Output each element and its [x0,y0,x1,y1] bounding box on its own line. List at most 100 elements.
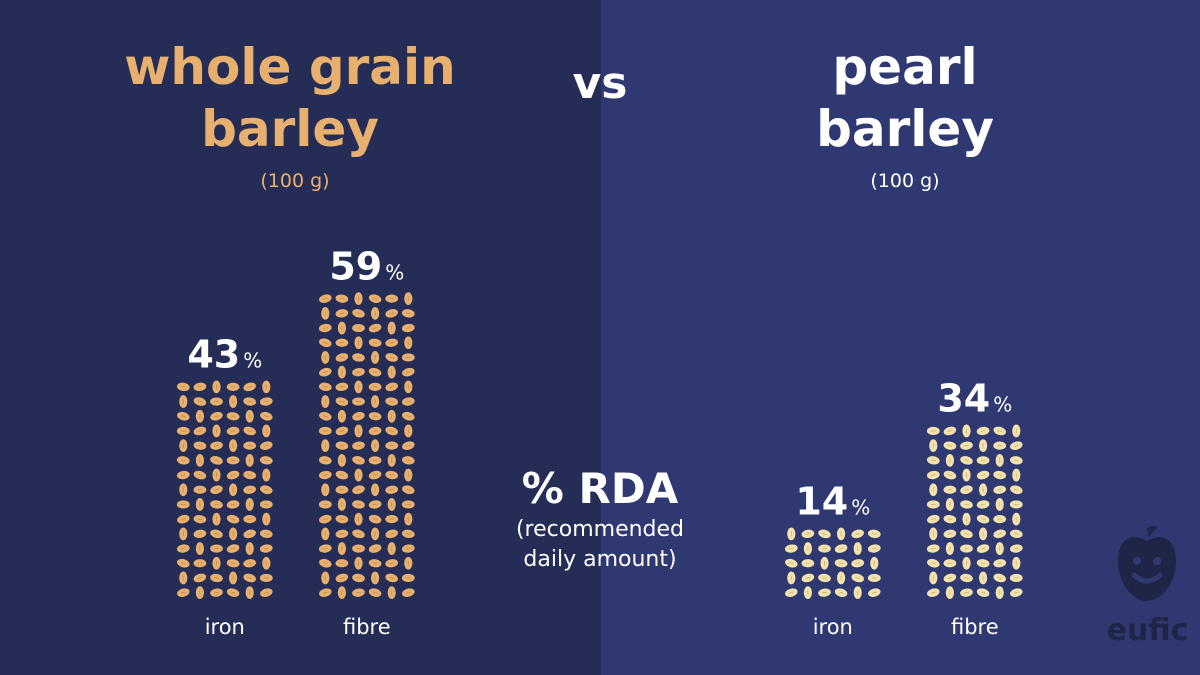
grain-crease [322,474,328,476]
grain [243,559,257,568]
grain [368,338,382,347]
grain [319,558,332,568]
grain-crease [963,591,970,594]
grain [352,544,365,553]
grain [229,483,238,497]
grain-crease [947,429,953,433]
grain [818,544,831,553]
grain [243,470,257,480]
grain-crease [322,562,328,565]
grain [193,441,207,450]
grain [978,571,988,585]
grain [176,456,190,465]
grain [226,382,240,391]
grain [318,456,332,465]
grain-crease [871,533,877,535]
grain [927,558,940,568]
grain [179,439,188,453]
grain [943,573,957,583]
whole-grain-title: whole grain barley [90,36,490,160]
grain [335,573,349,583]
grain [404,424,413,438]
grain-crease [213,591,220,594]
grain-crease [180,591,186,594]
pearl-title: pearl barley [705,36,1105,160]
rda-legend: % RDA (recommended daily amount) [480,463,720,575]
grain [368,426,382,436]
grain [387,365,396,379]
whole-grain-portion: (100 g) [260,170,330,192]
grain-crease [1013,444,1019,447]
grain [368,367,382,377]
grain [195,453,204,467]
grain [836,571,846,585]
grain-crease [263,400,269,403]
grain [335,514,349,524]
category-label-pearl-fibre: fibre [951,615,999,639]
grain [867,529,881,539]
grain [352,441,365,450]
grain-crease [930,518,936,521]
grain [1009,573,1023,583]
grain [402,411,415,421]
grain [193,514,207,524]
grain [787,571,796,585]
grain [212,424,221,438]
grain-crease [263,547,269,550]
grain [960,456,973,465]
grain-crease [247,429,253,433]
grain-crease [372,518,378,521]
grain-crease [197,533,203,535]
grain-crease [230,547,236,550]
grain-crease [339,312,345,315]
grain [245,542,254,555]
grain [352,309,365,318]
grain [259,529,273,539]
grain [319,294,332,303]
rda-title: % RDA [521,464,679,513]
grain [929,439,938,453]
grain-crease [389,356,395,359]
grain-crease [230,415,236,418]
value-label-whole-grain-iron: 43% [187,333,262,377]
grain-crease [339,444,345,447]
grain [226,500,240,509]
pearl-title-line1: pearl [832,38,978,96]
grain [1012,512,1021,526]
grain-crease [871,591,877,594]
grain [352,456,365,465]
grain [993,573,1006,583]
grain [179,395,188,408]
grain-crease [355,459,362,462]
grain [335,294,349,303]
grain [335,353,349,362]
grain [245,453,254,467]
grain [976,559,990,568]
grain [177,514,190,524]
grain [352,353,365,362]
grain [210,573,223,583]
grain [1009,500,1023,509]
grain-crease [1013,547,1019,550]
grain-crease [838,591,844,594]
grain [176,426,190,436]
grain [401,544,415,553]
grain-crease [963,577,970,579]
grain-crease [405,444,411,447]
grain-crease [355,371,362,373]
grain-crease [322,547,328,550]
grain [818,573,831,583]
grain-crease [180,386,186,388]
grain [228,571,238,585]
grain-crease [247,488,253,491]
grain [976,456,990,465]
grain-crease [355,488,362,491]
grain [785,588,798,597]
eufic-logo-text: eufic [1106,613,1189,648]
grain [943,470,957,480]
grain [927,514,940,524]
grain [368,323,382,333]
grain [943,426,957,436]
grain-crease [963,532,970,535]
grain [176,500,190,509]
